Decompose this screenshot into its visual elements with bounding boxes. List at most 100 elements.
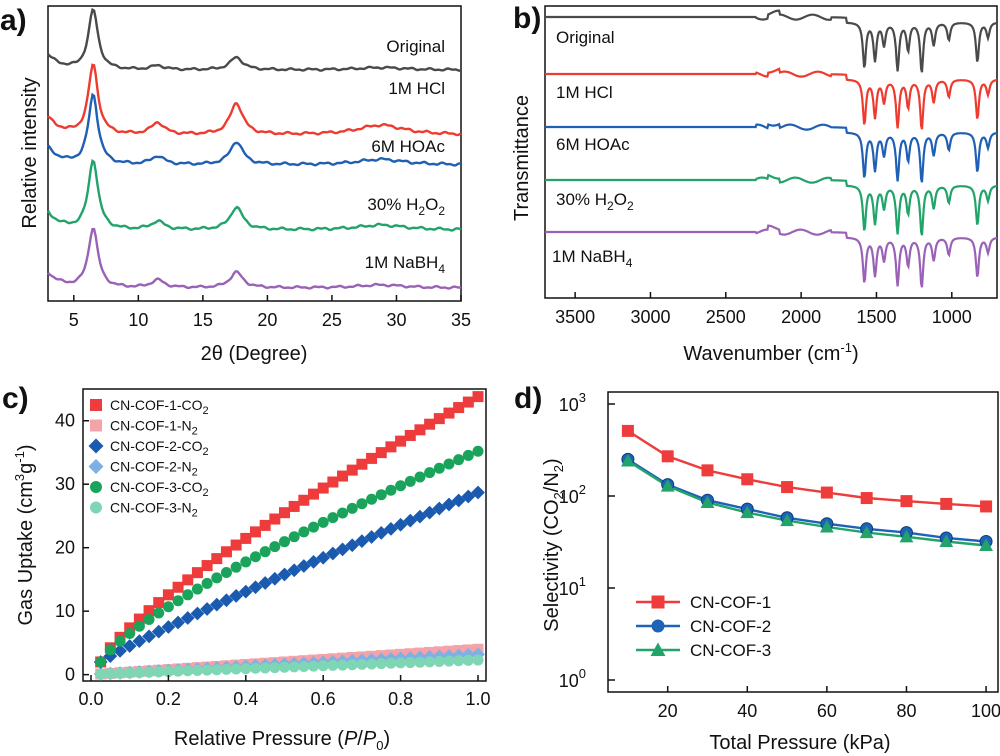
uptake-point-4	[153, 607, 165, 619]
uptake-legend-label-1: CN-COF-1-N2	[110, 418, 198, 438]
uptake-xtick-label: 0.2	[156, 689, 181, 709]
xrd-xtick-label: 15	[193, 310, 213, 330]
selectivity-xtick-label: 40	[737, 701, 757, 721]
panel-b-frame	[544, 5, 998, 299]
uptake-point-4	[95, 656, 107, 668]
xrd-curve-4	[47, 227, 462, 290]
uptake-xtick-label: 0.0	[78, 689, 103, 709]
uptake-point-4	[443, 458, 455, 470]
ftir-xtick-label: 2500	[706, 307, 746, 327]
uptake-point-0	[385, 441, 397, 453]
selectivity-ytick-label: 103	[559, 390, 586, 415]
selectivity-point-0	[701, 464, 714, 477]
uptake-point-5	[114, 667, 126, 679]
selectivity-xtick-label: 100	[971, 701, 1000, 721]
uptake-point-2	[345, 538, 360, 553]
uptake-point-0	[143, 605, 155, 617]
uptake-legend-marker-1	[90, 419, 102, 432]
uptake-point-2	[209, 597, 224, 612]
uptake-point-0	[182, 574, 194, 586]
uptake-point-5	[201, 664, 213, 676]
uptake-point-0	[346, 464, 358, 476]
uptake-point-5	[143, 666, 155, 678]
uptake-point-0	[220, 546, 232, 558]
panel-b-ylabel: Transmittance	[511, 95, 533, 221]
selectivity-point-2	[780, 513, 794, 527]
uptake-legend-marker-2	[88, 438, 104, 454]
uptake-point-4	[395, 480, 407, 492]
selectivity-point-2	[819, 520, 834, 533]
panel-c-label: c)	[2, 382, 29, 415]
uptake-point-5	[395, 657, 407, 669]
uptake-point-4	[201, 577, 213, 589]
uptake-point-5	[472, 654, 484, 666]
ftir-curve-0	[545, 9, 998, 73]
ftir-label-4: 1M NaBH4	[552, 247, 633, 270]
uptake-point-2	[258, 576, 273, 590]
uptake-point-5	[182, 665, 194, 677]
xrd-label-3: 30% H2O2	[367, 195, 445, 218]
xrd-xtick-label: 10	[128, 310, 148, 330]
uptake-point-0	[249, 526, 261, 538]
uptake-point-4	[356, 498, 368, 510]
uptake-point-4	[259, 546, 271, 558]
selectivity-line-0	[627, 429, 987, 508]
uptake-point-2	[180, 611, 195, 625]
selectivity-line-2	[627, 459, 987, 547]
uptake-point-5	[259, 662, 271, 674]
selectivity-point-2	[700, 495, 715, 509]
selectivity-point-2	[660, 479, 675, 492]
panel-d-frame	[607, 391, 999, 693]
selectivity-ytick-label: 101	[559, 574, 586, 599]
panel-b-label: b)	[513, 2, 541, 35]
uptake-point-5	[124, 667, 136, 679]
panel-a-frame	[47, 5, 462, 302]
uptake-point-0	[298, 494, 310, 506]
selectivity-point-0	[860, 492, 873, 505]
uptake-point-4	[230, 561, 242, 573]
uptake-ytick-label: 10	[55, 601, 75, 621]
uptake-point-5	[356, 658, 368, 670]
uptake-ytick-label: 0	[65, 665, 75, 685]
uptake-point-5	[308, 660, 320, 672]
uptake-point-4	[249, 551, 261, 563]
uptake-point-0	[356, 458, 368, 470]
uptake-point-4	[414, 471, 426, 483]
uptake-point-5	[337, 659, 349, 671]
xrd-xtick-label: 20	[257, 310, 277, 330]
xrd-curve-3	[46, 158, 462, 232]
uptake-point-4	[182, 589, 194, 601]
xrd-xtick-label: 30	[386, 310, 406, 330]
uptake-point-5	[414, 656, 426, 668]
uptake-xtick-label: 0.4	[233, 689, 258, 709]
uptake-point-5	[220, 663, 232, 675]
xrd-curve-0	[47, 7, 462, 72]
ftir-xtick-label: 2000	[781, 307, 821, 327]
uptake-point-2	[229, 589, 243, 603]
uptake-xtick-label: 0.8	[388, 689, 413, 709]
selectivity-point-2	[620, 454, 635, 467]
uptake-point-2	[248, 580, 263, 595]
panel-d-xlabel: Total Pressure (kPa)	[709, 732, 890, 754]
uptake-point-5	[424, 656, 436, 668]
panel-a-label: a)	[0, 4, 27, 37]
panel-d-ylabel: Selectivity (CO2/N2)	[541, 458, 566, 631]
uptake-point-4	[114, 635, 126, 647]
selectivity-point-0	[741, 473, 754, 486]
panel-c-gas-uptake: c) 0.0 0.2 0.4 0.6 0.8 1.0 0 10 20 30 40 CN-COF-1-…	[2, 382, 491, 753]
ftir-xtick-label: 1000	[932, 307, 972, 327]
uptake-point-2	[296, 559, 311, 573]
xrd-curve-2	[47, 92, 461, 167]
uptake-point-0	[124, 622, 136, 634]
uptake-ytick-label: 30	[55, 474, 75, 494]
panel-d-selectivity: d) 20 40 60 80 100 100 101 102 103 CN-COF-1 CN-CO…	[514, 382, 1000, 754]
selectivity-legend-marker-1	[651, 619, 665, 633]
uptake-point-4	[133, 620, 145, 632]
uptake-point-5	[162, 666, 174, 678]
uptake-point-4	[317, 516, 329, 528]
uptake-point-5	[317, 660, 329, 672]
uptake-point-0	[240, 532, 252, 544]
uptake-point-5	[366, 658, 378, 670]
uptake-point-0	[153, 597, 165, 609]
selectivity-legend-marker-0	[651, 595, 665, 609]
